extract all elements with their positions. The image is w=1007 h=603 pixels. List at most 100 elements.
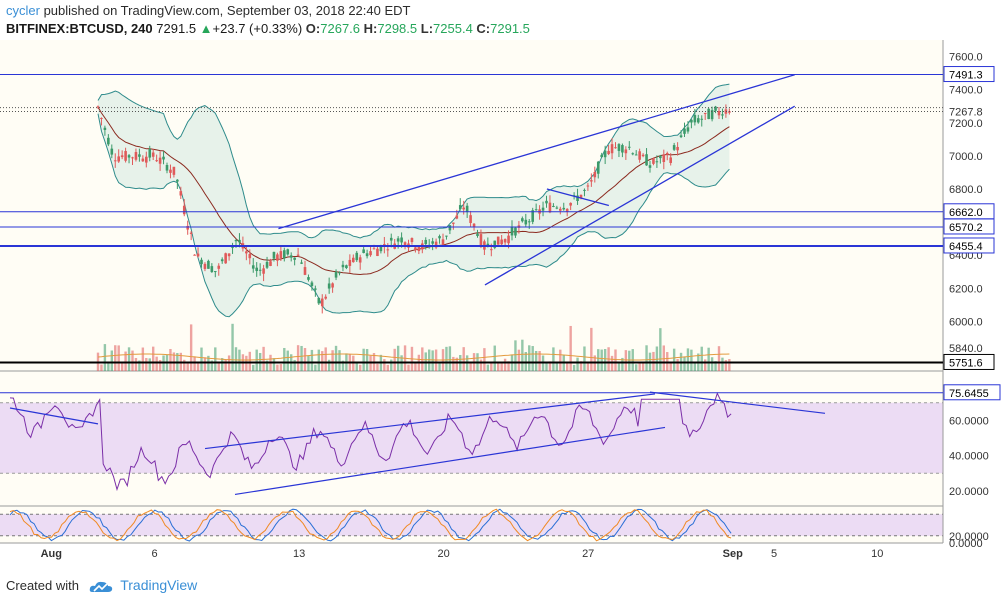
volume-bar — [414, 362, 417, 371]
level-label-border — [943, 353, 995, 370]
volume-bar — [217, 362, 220, 371]
price-tick-label: 7600.0 — [949, 52, 983, 64]
candle-body — [234, 240, 238, 242]
volume-bar — [362, 348, 365, 371]
price-tick-label: 5840.0 — [949, 343, 983, 355]
chart-canvas[interactable]: 5840.06000.06200.06400.06600.06800.07000… — [0, 40, 1007, 572]
volume-bar — [528, 345, 531, 371]
volume-bar — [493, 345, 496, 371]
candle-body — [200, 259, 203, 265]
volume-bar — [224, 359, 227, 371]
author-name[interactable]: cycler — [6, 3, 40, 18]
candle-body — [248, 254, 252, 259]
candle-body — [341, 264, 345, 268]
candle-body — [548, 202, 552, 213]
volume-bar — [341, 360, 345, 371]
volume-bar — [503, 358, 507, 371]
level-label: 6455.4 — [944, 237, 994, 253]
volume-bar — [490, 362, 493, 371]
volume-bar — [500, 362, 503, 371]
candle-body — [665, 153, 669, 155]
candle-body — [590, 180, 593, 182]
stoch-tick-label: 0.0000 — [949, 538, 983, 550]
volume-bar — [717, 346, 721, 371]
candle-body — [196, 253, 200, 257]
candle-body — [697, 118, 700, 123]
volume-bar — [321, 351, 324, 371]
volume-bar — [141, 347, 145, 371]
candle-body — [603, 150, 607, 158]
candle-body — [441, 239, 445, 245]
level-label-border — [943, 237, 995, 254]
candle-body — [103, 127, 107, 130]
volume-bar — [693, 362, 697, 371]
created-with-text: Created with — [6, 578, 79, 593]
volume-bar — [555, 362, 559, 371]
x-tick-label: 6 — [151, 548, 157, 560]
volume-bar — [721, 357, 724, 371]
x-tick-label: 27 — [582, 548, 594, 560]
price-label: 7267.8 — [944, 103, 994, 119]
candle-body — [634, 154, 638, 156]
candle-body — [403, 242, 407, 247]
svg-text:6570.2: 6570.2 — [949, 222, 983, 234]
volume-bar — [683, 356, 686, 371]
candle-body — [238, 239, 241, 243]
volume-bar — [624, 350, 628, 371]
candle-body — [255, 267, 258, 272]
volume-bar — [638, 362, 641, 371]
candle-body — [534, 209, 538, 211]
candle-body — [293, 257, 296, 260]
volume-bar — [134, 358, 138, 371]
candle-body — [113, 160, 117, 162]
volume-bar — [327, 359, 331, 371]
tradingview-link[interactable]: TradingView — [120, 577, 198, 593]
high-value: 7298.5 — [377, 21, 418, 36]
candle-body — [158, 157, 162, 164]
candle-body — [631, 153, 635, 155]
volume-bar — [621, 357, 624, 371]
volume-bar — [514, 340, 517, 371]
candle-body — [552, 205, 555, 207]
volume-bar — [728, 359, 731, 371]
x-tick-label: 10 — [871, 548, 883, 560]
volume-bar — [438, 362, 441, 371]
volume-bar — [283, 347, 286, 371]
volume-bar — [486, 364, 490, 371]
candle-body — [258, 269, 262, 271]
volume-bar — [572, 364, 576, 371]
volume-bar — [569, 325, 572, 371]
candle-body — [120, 155, 124, 158]
candle-body — [624, 149, 628, 154]
low-value: 7255.4 — [433, 21, 473, 36]
candle-body — [396, 238, 400, 242]
volume-bar — [669, 362, 672, 371]
volume-bar — [103, 344, 107, 371]
volume-bar — [603, 349, 607, 371]
volume-bar — [155, 356, 158, 371]
candle-body — [400, 237, 403, 243]
candle-body — [369, 251, 372, 256]
volume-bar — [538, 351, 541, 371]
candle-body — [614, 147, 617, 149]
volume-bar — [452, 356, 455, 371]
candle-body — [479, 234, 483, 247]
volume-bar — [286, 350, 289, 371]
candle-body — [310, 282, 314, 287]
volume-bar — [559, 349, 562, 371]
rsi-trendline — [649, 391, 826, 414]
volume-bar — [386, 364, 389, 371]
volume-bar — [100, 364, 103, 371]
bollinger-fill — [98, 84, 730, 317]
volume-bar — [597, 349, 600, 371]
volume-bar — [376, 363, 379, 371]
volume-bar — [231, 323, 234, 371]
volume-bar — [152, 346, 155, 371]
price-tick-label: 6800.0 — [949, 184, 983, 196]
candle-body — [562, 207, 566, 210]
stoch-band — [0, 514, 943, 536]
candle-body — [707, 108, 710, 120]
candle-body — [621, 145, 624, 153]
svg-text:5751.6: 5751.6 — [949, 357, 983, 369]
volume-bar — [534, 350, 538, 371]
